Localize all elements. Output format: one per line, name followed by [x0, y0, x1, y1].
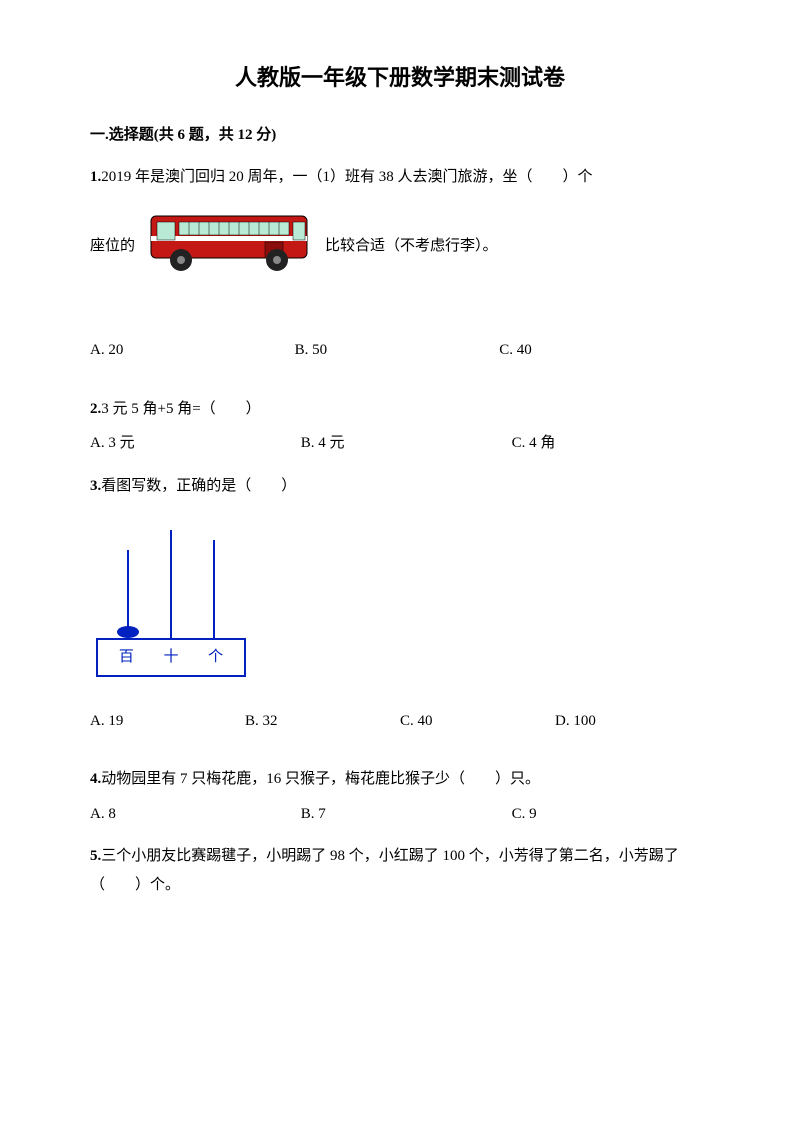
- q3-option-a: A. 19: [90, 707, 245, 736]
- q1-text-b2: 比较合适（不考虑行李）。: [325, 232, 498, 261]
- abacus-rod-tens: [170, 530, 172, 638]
- question-4: 4.动物园里有 7 只梅花鹿，16 只猴子，梅花鹿比猴子少（ ）只。 A. 8 …: [90, 765, 710, 828]
- q2-options: A. 3 元 B. 4 元 C. 4 角: [90, 429, 710, 458]
- q1-text-a: 2019 年是澳门回归 20 周年，一（1）班有 38 人去澳门旅游，坐（ ）个: [101, 169, 592, 185]
- abacus-rod-hundreds: [127, 550, 129, 638]
- q1-options: A. 20 B. 50 C. 40: [90, 336, 710, 365]
- q1-line1: 1.2019 年是澳门回归 20 周年，一（1）班有 38 人去澳门旅游，坐（ …: [90, 163, 710, 192]
- q1-option-b: B. 50: [295, 336, 500, 365]
- question-3: 3.看图写数，正确的是（ ） 百 十 个 A. 19 B. 32 C. 40 D…: [90, 472, 710, 736]
- q5-text: 三个小朋友比赛踢毽子，小明踢了 98 个，小红踢了 100 个，小芳得了第二名，…: [90, 848, 679, 893]
- q2-line: 2.3 元 5 角+5 角=（ ）: [90, 395, 710, 424]
- q3-option-b: B. 32: [245, 707, 400, 736]
- abacus-rod-ones: [213, 540, 215, 638]
- section-header: 一.选择题(共 6 题，共 12 分): [90, 123, 710, 147]
- q4-text: 动物园里有 7 只梅花鹿，16 只猴子，梅花鹿比猴子少（ ）只。: [101, 771, 540, 787]
- q3-line: 3.看图写数，正确的是（ ）: [90, 472, 710, 501]
- q1-option-a: A. 20: [90, 336, 295, 365]
- abacus-figure: 百 十 个: [96, 528, 246, 677]
- q2-option-c: C. 4 角: [512, 429, 710, 458]
- abacus-label-tens: 十: [149, 643, 194, 672]
- q2-option-b: B. 4 元: [301, 429, 512, 458]
- question-5: 5.三个小朋友比赛踢毽子，小明踢了 98 个，小红踢了 100 个，小芳得了第二…: [90, 842, 710, 899]
- q4-option-a: A. 8: [90, 800, 301, 829]
- q3-number: 3.: [90, 478, 101, 494]
- q2-number: 2.: [90, 401, 101, 417]
- q1-number: 1.: [90, 169, 101, 185]
- q3-text: 看图写数，正确的是（ ）: [101, 478, 296, 494]
- q3-option-d: D. 100: [555, 707, 710, 736]
- abacus-label-hundreds: 百: [104, 643, 149, 672]
- q2-option-a: A. 3 元: [90, 429, 301, 458]
- question-1: 1.2019 年是澳门回归 20 周年，一（1）班有 38 人去澳门旅游，坐（ …: [90, 163, 710, 365]
- page-title: 人教版一年级下册数学期末测试卷: [90, 60, 710, 95]
- q4-line: 4.动物园里有 7 只梅花鹿，16 只猴子，梅花鹿比猴子少（ ）只。: [90, 765, 710, 794]
- q1-option-c: C. 40: [499, 336, 704, 365]
- abacus-label-ones: 个: [193, 643, 238, 672]
- q1-line2: 座位的: [90, 206, 710, 287]
- question-2: 2.3 元 5 角+5 角=（ ） A. 3 元 B. 4 元 C. 4 角: [90, 395, 710, 458]
- q3-options: A. 19 B. 32 C. 40 D. 100: [90, 707, 710, 736]
- q4-options: A. 8 B. 7 C. 9: [90, 800, 710, 829]
- abacus-base: 百 十 个: [96, 638, 246, 677]
- q5-number: 5.: [90, 848, 101, 864]
- abacus-rods: [96, 528, 246, 638]
- q4-option-b: B. 7: [301, 800, 512, 829]
- abacus-bead: [117, 626, 139, 638]
- q2-text: 3 元 5 角+5 角=（ ）: [101, 401, 260, 417]
- q1-text-b1: 座位的: [90, 232, 135, 261]
- q3-option-c: C. 40: [400, 707, 555, 736]
- q4-number: 4.: [90, 771, 101, 787]
- bus-icon: [145, 206, 315, 287]
- q4-option-c: C. 9: [512, 800, 710, 829]
